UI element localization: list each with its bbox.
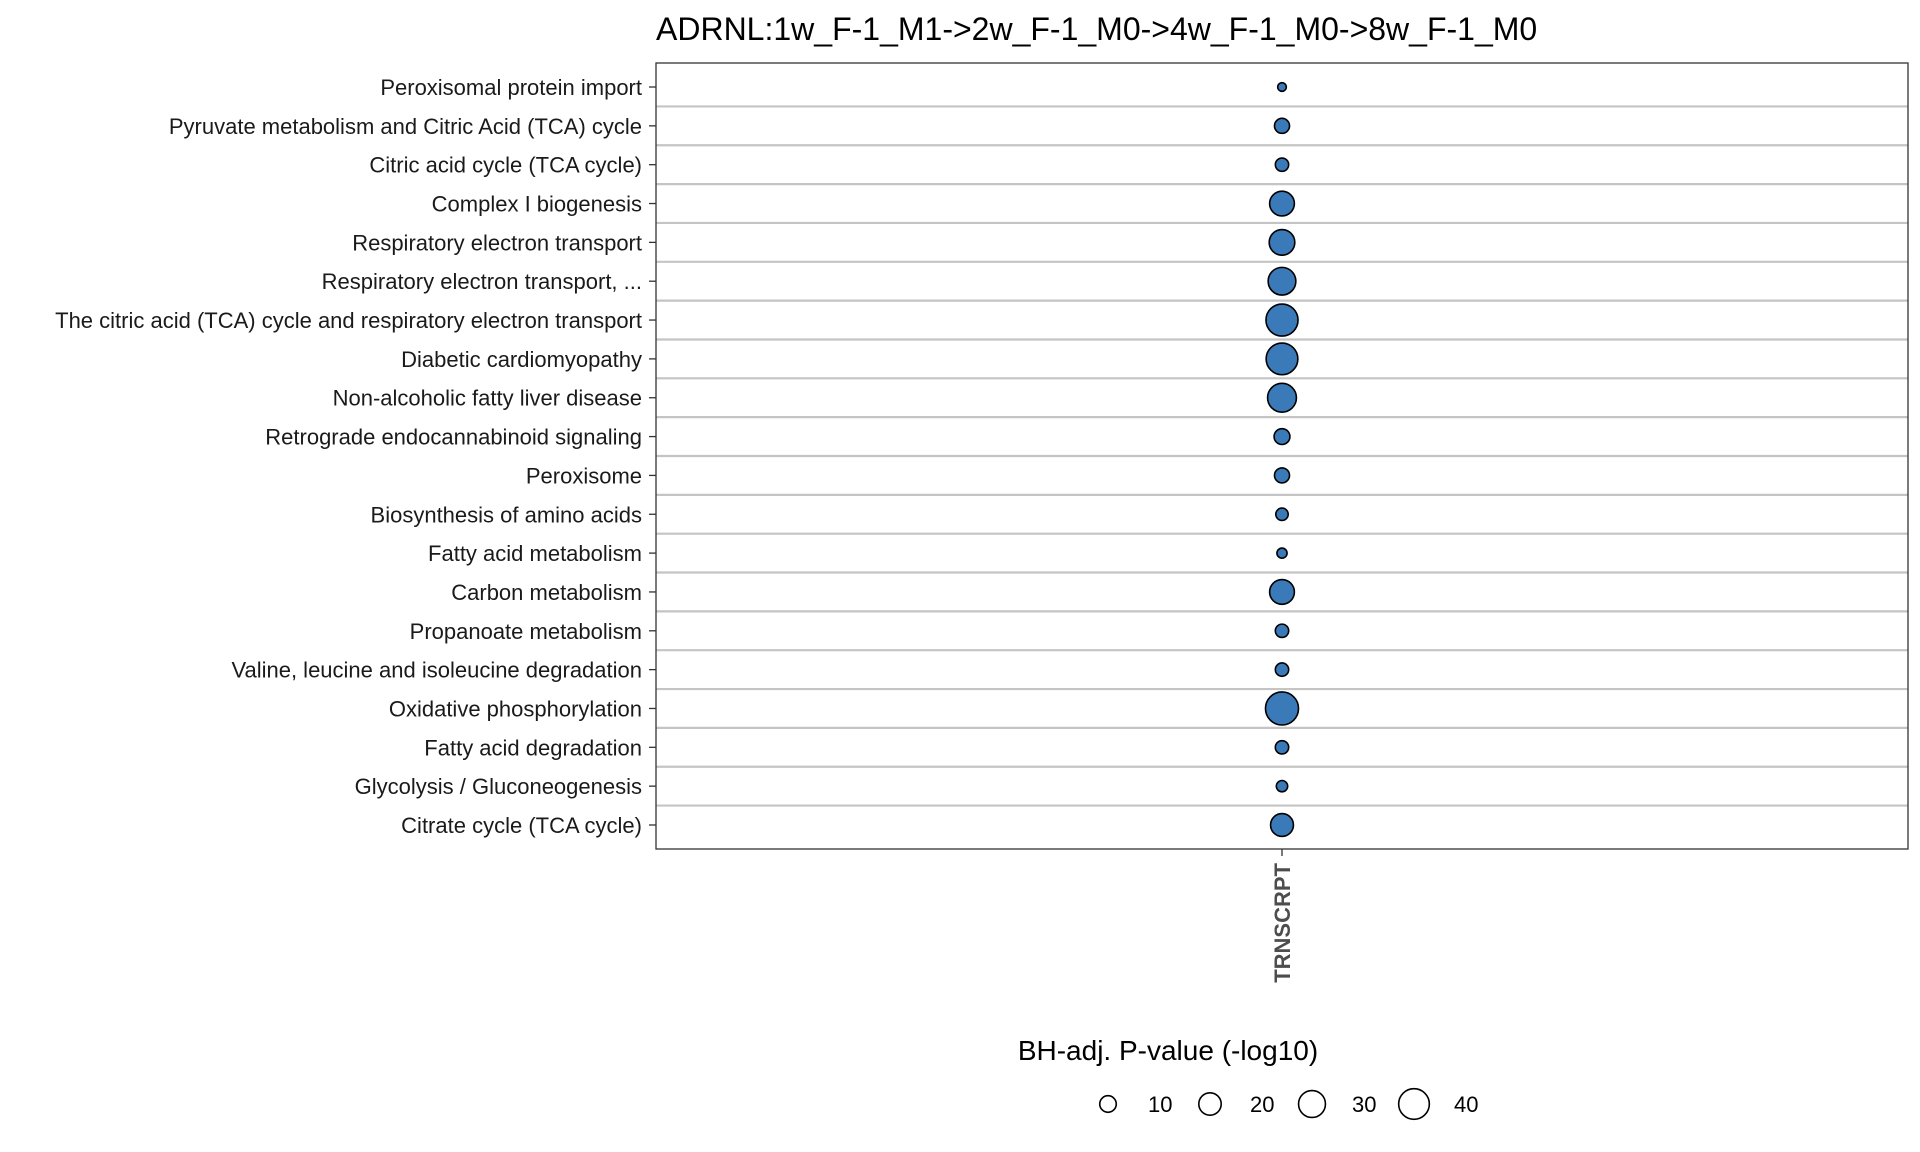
y-tick-label: Glycolysis / Gluconeogenesis [355, 774, 642, 799]
y-axis: Peroxisomal protein import Pyruvate metab… [55, 75, 656, 838]
y-tick-label: Oxidative phosphorylation [389, 696, 642, 721]
data-point [1268, 228, 1296, 256]
data-point [1276, 81, 1288, 93]
data-point [1269, 812, 1295, 838]
data-point [1273, 467, 1291, 484]
data-point [1265, 303, 1299, 337]
legend-key-circle [1198, 1092, 1223, 1117]
data-point [1264, 691, 1300, 726]
y-tick-label: The citric acid (TCA) cycle and respirat… [55, 308, 642, 333]
legend-key-circle [1397, 1087, 1431, 1121]
x-axis: TRNSCRPT [1270, 849, 1295, 983]
y-tick-label: Propanoate metabolism [410, 619, 642, 644]
y-tick-label: Peroxisome [526, 463, 642, 488]
x-tick-label: TRNSCRPT [1270, 862, 1295, 982]
data-point [1268, 190, 1296, 217]
data-point [1266, 382, 1298, 413]
y-tick-label: Diabetic cardiomyopathy [401, 347, 642, 372]
y-tick-label: Fatty acid degradation [424, 735, 642, 760]
y-tick-label: Citric acid cycle (TCA cycle) [369, 153, 642, 178]
y-tick-label: Pyruvate metabolism and Citric Acid (TCA… [169, 114, 642, 139]
data-point [1274, 662, 1290, 678]
y-tick-label: Non-alcoholic fatty liver disease [333, 386, 642, 411]
legend-key-circle [1098, 1094, 1118, 1114]
size-legend: BH-adj. P-value (-log10) 10 20 30 40 [1018, 1035, 1478, 1121]
y-tick-label: Citrate cycle (TCA cycle) [401, 813, 642, 838]
data-point [1274, 739, 1290, 755]
data-point [1268, 578, 1296, 606]
legend-key-label: 20 [1250, 1092, 1274, 1117]
legend-key-label: 10 [1148, 1092, 1172, 1117]
data-point [1274, 157, 1290, 173]
y-tick-label: Complex I biogenesis [432, 192, 642, 217]
data-points [1264, 81, 1300, 838]
data-point [1273, 117, 1291, 135]
y-tick-label: Respiratory electron transport [352, 230, 642, 255]
legend-key-label: 40 [1454, 1092, 1478, 1117]
legend-key-circle [1297, 1089, 1327, 1119]
data-point [1273, 427, 1291, 446]
legend-key-label: 30 [1352, 1092, 1376, 1117]
y-tick-label: Fatty acid metabolism [428, 541, 642, 566]
data-point [1275, 507, 1290, 522]
legend-keys: 10 20 30 40 [1098, 1087, 1478, 1121]
data-point [1274, 623, 1290, 639]
y-tick-label: Retrograde endocannabinoid signaling [265, 425, 642, 450]
y-tick-label: Respiratory electron transport, ... [322, 269, 642, 294]
legend-title: BH-adj. P-value (-log10) [1018, 1035, 1318, 1066]
data-point [1265, 342, 1299, 376]
grid-lines [656, 105, 1908, 807]
data-point [1276, 547, 1288, 559]
y-tick-label: Peroxisomal protein import [380, 75, 642, 100]
data-point [1275, 779, 1289, 793]
y-tick-label: Biosynthesis of amino acids [371, 502, 642, 527]
chart-title: ADRNL:1w_F-1_M1->2w_F-1_M0->4w_F-1_M0->8… [656, 11, 1537, 47]
y-tick-label: Valine, leucine and isoleucine degradati… [231, 658, 642, 683]
y-tick-label: Carbon metabolism [451, 580, 642, 605]
data-point [1267, 266, 1297, 296]
